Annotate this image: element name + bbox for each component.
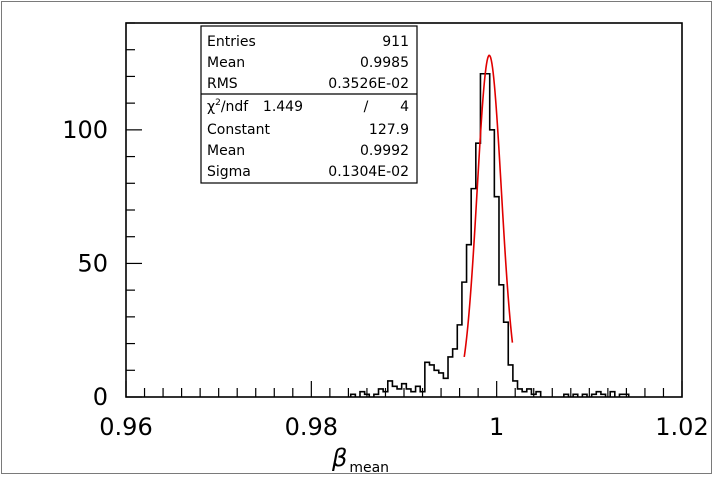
stats-value: 0.9992 bbox=[360, 143, 409, 159]
stats-value: 911 bbox=[382, 34, 409, 50]
x-tick-label: 1.02 bbox=[655, 413, 708, 441]
x-axis-ticks: 0.96 0.98 1 1.02 bbox=[99, 413, 708, 441]
y-axis-ticks: 0 50 100 bbox=[62, 116, 108, 411]
stats-value: 0.1304E-02 bbox=[328, 164, 409, 180]
stats-value: 0.3526E-02 bbox=[328, 76, 409, 92]
plot-frame bbox=[125, 22, 683, 398]
stats-label: RMS bbox=[207, 76, 238, 92]
stats-label: Entries bbox=[207, 34, 256, 50]
stats-label: Sigma bbox=[207, 164, 251, 180]
chi2-label: χ2/ndf bbox=[207, 98, 249, 115]
x-axis-label: β mean bbox=[331, 444, 389, 476]
chi2-value: 1.449 bbox=[263, 99, 303, 115]
stats-label: Mean bbox=[207, 55, 245, 71]
x-tick-label: 0.98 bbox=[285, 413, 338, 441]
stats-value: 127.9 bbox=[369, 122, 409, 138]
x-tick-label: 0.96 bbox=[99, 413, 152, 441]
y-tick-label: 50 bbox=[77, 249, 108, 277]
stats-label: Mean bbox=[207, 143, 245, 159]
x-tick-label: 1 bbox=[489, 413, 504, 441]
y-tick-label: 100 bbox=[62, 116, 108, 144]
stats-box: Entries 911 Mean 0.9985 RMS 0.3526E-02 Constan… bbox=[200, 25, 418, 184]
gaussian-fit-curve bbox=[463, 54, 514, 358]
chi2-ndf: 4 bbox=[400, 99, 409, 115]
stats-value: 0.9985 bbox=[360, 55, 409, 71]
stats-rows: Entries 911 Mean 0.9985 RMS 0.3526E-02 Constan… bbox=[207, 34, 409, 180]
histogram-bars bbox=[349, 72, 630, 397]
chi2-separator: / bbox=[364, 99, 369, 115]
stats-box-frame bbox=[200, 25, 418, 184]
y-tick-label: 0 bbox=[93, 383, 108, 411]
stats-label: Constant bbox=[207, 122, 270, 138]
